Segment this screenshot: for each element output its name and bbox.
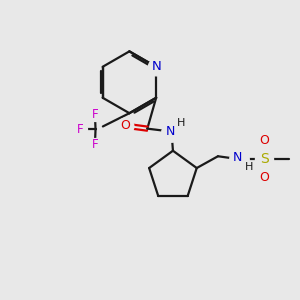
- Text: F: F: [92, 108, 98, 121]
- Text: N: N: [233, 151, 242, 164]
- Text: F: F: [77, 123, 83, 136]
- Text: N: N: [165, 125, 175, 138]
- Text: N: N: [151, 60, 161, 73]
- Text: O: O: [259, 134, 269, 147]
- Text: H: H: [244, 162, 253, 172]
- Text: O: O: [120, 119, 130, 132]
- Text: F: F: [92, 138, 98, 151]
- Text: S: S: [260, 152, 268, 166]
- Text: H: H: [177, 118, 185, 128]
- Text: O: O: [259, 171, 269, 184]
